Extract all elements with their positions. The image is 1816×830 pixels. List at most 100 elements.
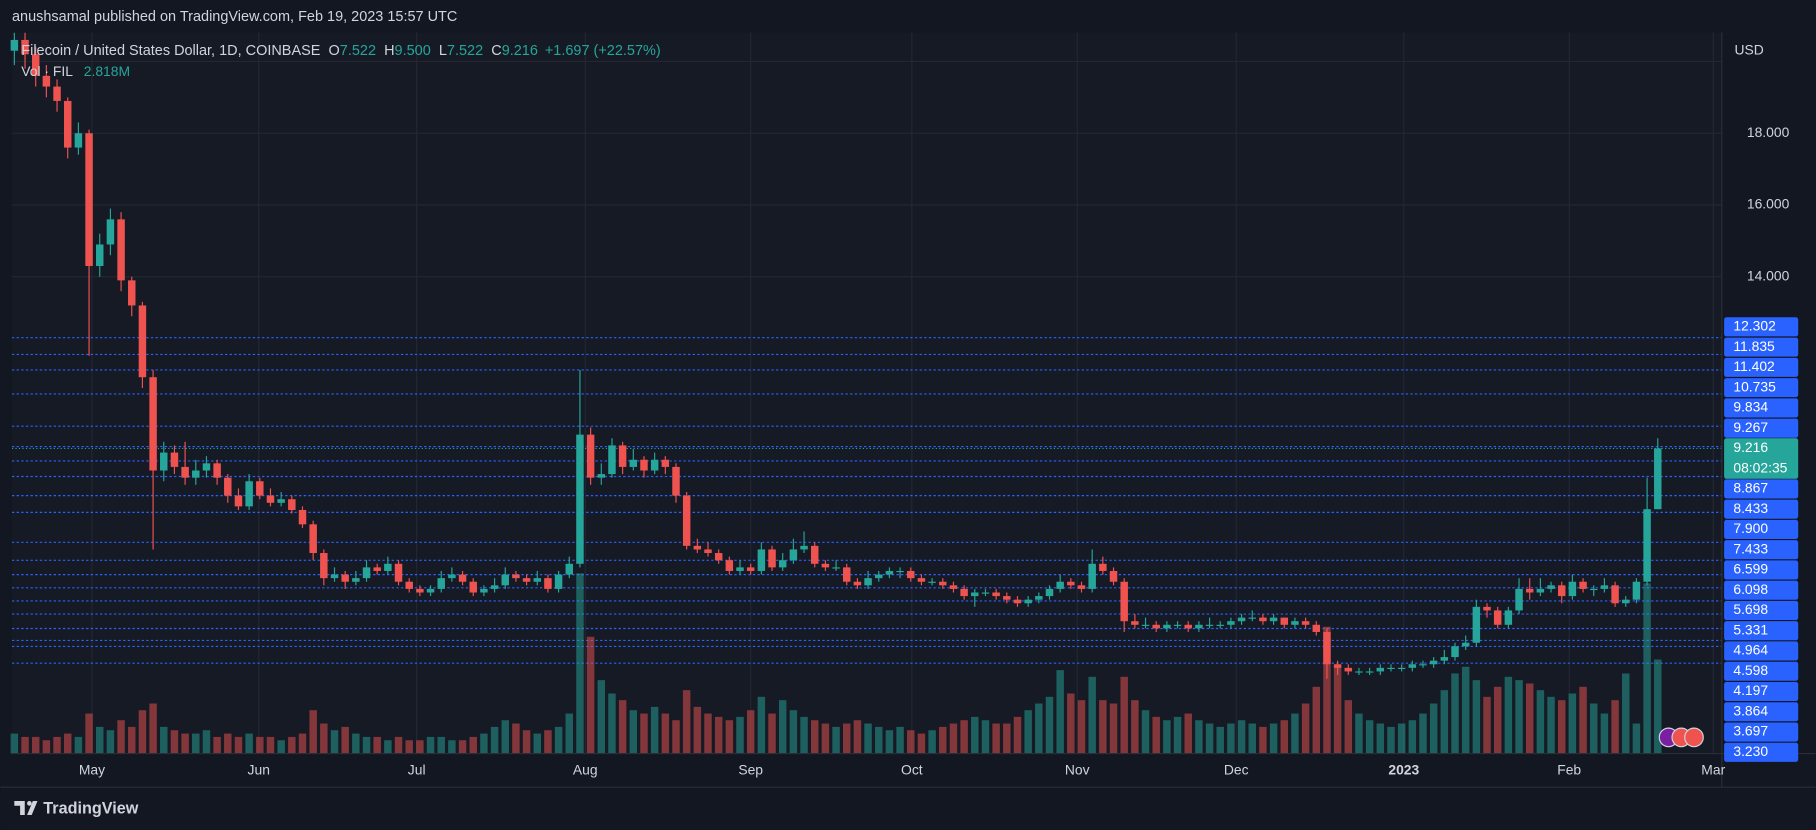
level-label: 8.867: [1733, 480, 1768, 496]
x-tick-label: Jul: [408, 762, 426, 778]
volume-bar: [31, 736, 40, 754]
candle-body: [1056, 581, 1064, 589]
level-label: 11.402: [1733, 358, 1775, 374]
volume-bar: [53, 736, 61, 754]
candle-body: [213, 463, 221, 478]
level-label: 5.698: [1733, 601, 1768, 617]
candle-body: [1504, 610, 1513, 625]
y-tick-label: 16.000: [1747, 196, 1790, 212]
volume-bar: [362, 736, 371, 754]
volume-bar: [907, 730, 915, 754]
candle-body: [618, 445, 627, 467]
volume-bar: [949, 723, 958, 754]
volume-bar: [1333, 666, 1342, 754]
candle-body: [981, 592, 990, 594]
volume-bar: [1376, 723, 1385, 754]
candle-body: [277, 499, 285, 503]
candle-body: [1301, 621, 1310, 625]
candle-body: [170, 452, 179, 467]
candle-body: [789, 549, 798, 561]
candle-body: [544, 578, 552, 589]
level-label-box: [1724, 519, 1799, 539]
volume-bar: [981, 720, 990, 754]
legend-value: 7.522: [340, 43, 376, 59]
candle-body: [640, 459, 648, 471]
candle-body: [650, 459, 659, 471]
volume-bar: [1643, 583, 1651, 754]
x-tick-label: 2023: [1388, 762, 1419, 778]
volume-bar: [1461, 666, 1470, 754]
level-label: 7.433: [1733, 540, 1768, 556]
legend-change: +1.697 (+22.57%): [545, 43, 661, 59]
volume-bar: [1611, 700, 1619, 754]
volume-bar: [1024, 710, 1032, 754]
volume-bar: [1312, 686, 1321, 754]
volume-bar: [288, 736, 296, 754]
candle-body: [1590, 588, 1598, 591]
volume-bar: [1493, 686, 1502, 754]
candle-body: [928, 581, 936, 583]
candle-body: [181, 466, 189, 478]
volume-bar: [1269, 723, 1278, 754]
level-label-box: [1724, 702, 1799, 722]
candle-body: [1109, 570, 1118, 582]
candle-body: [128, 280, 136, 306]
last-price-box: [1724, 438, 1799, 479]
candle-body: [1024, 599, 1032, 604]
level-label: 6.599: [1733, 561, 1768, 577]
level-label: 8.433: [1733, 500, 1768, 516]
candle-body: [1045, 588, 1054, 597]
volume-bar: [1003, 723, 1011, 754]
volume-bar: [256, 736, 264, 754]
legend-key: L: [439, 43, 447, 59]
x-tick-label: Mar: [1701, 762, 1725, 778]
level-label-box: [1724, 742, 1799, 762]
volume-bar: [266, 736, 275, 754]
volume-bar: [106, 730, 115, 754]
candle-body: [1280, 617, 1288, 625]
candle-body: [426, 588, 435, 593]
volume-bar: [725, 720, 734, 754]
candle-body: [949, 585, 958, 589]
volume-bar: [1483, 696, 1491, 754]
volume-bar: [426, 736, 435, 754]
candle-body: [608, 445, 616, 475]
candle-body: [10, 39, 19, 51]
level-label: 4.964: [1733, 642, 1768, 658]
legend-key: C: [491, 43, 501, 59]
candle-body: [864, 578, 872, 586]
volume-bar: [1365, 720, 1374, 754]
volume-bar: [1525, 683, 1534, 754]
legend-value: 9.216: [502, 43, 538, 59]
volume-bar: [1387, 726, 1395, 754]
level-label: 6.098: [1733, 581, 1768, 597]
volume-bar: [746, 710, 755, 754]
candle-body: [1525, 588, 1534, 593]
volume-bar: [544, 730, 552, 754]
volume-bar: [522, 730, 531, 754]
candle-body: [96, 244, 104, 266]
volume-bar: [1056, 670, 1064, 754]
volume-bar: [736, 716, 744, 754]
level-label-box: [1724, 479, 1799, 499]
level-label-box: [1724, 317, 1799, 337]
candle-body: [1237, 617, 1246, 622]
volume-bar: [1590, 703, 1598, 754]
candle-body: [757, 549, 766, 571]
volume-bar: [234, 736, 243, 754]
level-label: 3.864: [1733, 702, 1768, 718]
candle-body: [875, 574, 883, 579]
candle-body: [885, 570, 894, 575]
legend-value: 9.500: [395, 43, 431, 59]
volume-bar: [1088, 676, 1096, 754]
volume-bar: [565, 713, 574, 754]
volume-bar: [480, 733, 488, 754]
volume-bar: [640, 713, 648, 754]
candle-body: [42, 75, 51, 87]
volume-bar: [757, 696, 766, 754]
level-label: 11.835: [1733, 338, 1775, 354]
volume-bar: [1259, 726, 1267, 754]
candle-body: [1120, 581, 1128, 622]
candle-body: [682, 495, 691, 546]
